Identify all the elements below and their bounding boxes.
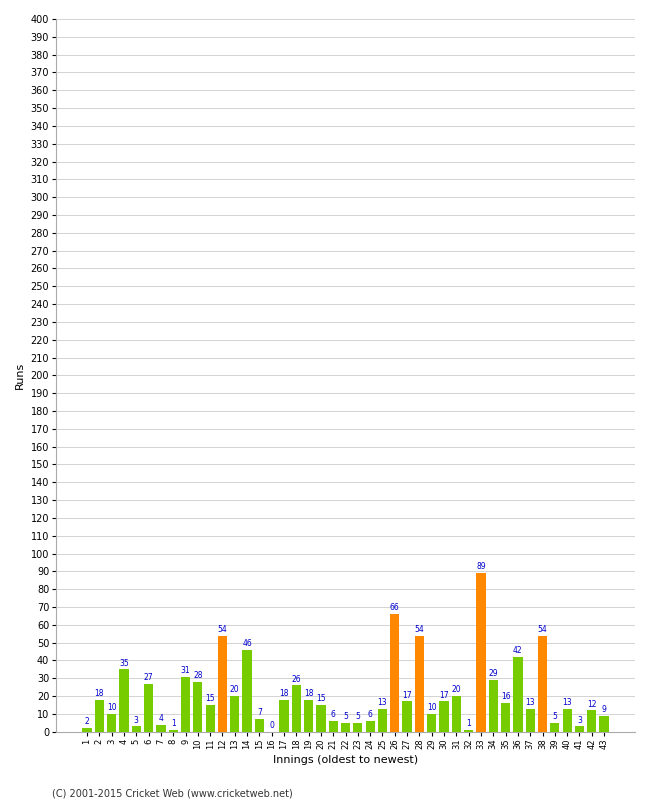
Text: 42: 42: [513, 646, 523, 655]
Bar: [415, 635, 424, 732]
Bar: [107, 714, 116, 732]
Text: 18: 18: [304, 689, 313, 698]
Text: 15: 15: [316, 694, 326, 703]
X-axis label: Innings (oldest to newest): Innings (oldest to newest): [273, 755, 418, 765]
Text: 26: 26: [291, 674, 301, 684]
Text: 18: 18: [280, 689, 289, 698]
Bar: [452, 696, 461, 732]
Text: 4: 4: [159, 714, 163, 723]
Text: 3: 3: [134, 716, 138, 725]
Bar: [476, 573, 486, 732]
Text: 6: 6: [368, 710, 372, 719]
Text: 5: 5: [343, 712, 348, 721]
Text: 17: 17: [439, 690, 449, 700]
Text: 2: 2: [84, 718, 90, 726]
Bar: [365, 721, 375, 732]
Text: 12: 12: [587, 699, 597, 709]
Bar: [575, 726, 584, 732]
Text: 10: 10: [427, 703, 437, 712]
Text: 15: 15: [205, 694, 215, 703]
Text: 35: 35: [119, 658, 129, 668]
Text: 1: 1: [466, 719, 471, 728]
Bar: [599, 716, 608, 732]
Text: 54: 54: [415, 625, 424, 634]
Text: 13: 13: [525, 698, 535, 707]
Text: 16: 16: [500, 693, 510, 702]
Text: 28: 28: [193, 671, 203, 680]
Bar: [181, 677, 190, 732]
Text: 54: 54: [538, 625, 547, 634]
Text: 89: 89: [476, 562, 486, 571]
Bar: [156, 725, 166, 732]
Text: 54: 54: [218, 625, 227, 634]
Text: 17: 17: [402, 690, 412, 700]
Bar: [390, 614, 399, 732]
Text: 3: 3: [577, 716, 582, 725]
Bar: [193, 682, 202, 732]
Bar: [587, 710, 597, 732]
Bar: [341, 723, 350, 732]
Bar: [292, 686, 301, 732]
Bar: [205, 705, 214, 732]
Text: 29: 29: [488, 670, 498, 678]
Bar: [514, 657, 523, 732]
Bar: [427, 714, 436, 732]
Bar: [218, 635, 227, 732]
Bar: [255, 719, 264, 732]
Text: 6: 6: [331, 710, 335, 719]
Text: (C) 2001-2015 Cricket Web (www.cricketweb.net): (C) 2001-2015 Cricket Web (www.cricketwe…: [52, 788, 292, 798]
Bar: [353, 723, 363, 732]
Bar: [120, 670, 129, 732]
Bar: [230, 696, 239, 732]
Bar: [317, 705, 326, 732]
Bar: [144, 684, 153, 732]
Bar: [83, 728, 92, 732]
Bar: [378, 709, 387, 732]
Y-axis label: Runs: Runs: [15, 362, 25, 389]
Bar: [168, 730, 178, 732]
Bar: [132, 726, 141, 732]
Bar: [526, 709, 535, 732]
Bar: [562, 709, 572, 732]
Bar: [538, 635, 547, 732]
Text: 5: 5: [552, 712, 557, 721]
Text: 10: 10: [107, 703, 116, 712]
Text: 1: 1: [171, 719, 176, 728]
Bar: [464, 730, 473, 732]
Text: 27: 27: [144, 673, 153, 682]
Text: 13: 13: [562, 698, 572, 707]
Bar: [304, 700, 313, 732]
Text: 0: 0: [269, 721, 274, 730]
Text: 9: 9: [602, 705, 606, 714]
Bar: [550, 723, 560, 732]
Text: 5: 5: [356, 712, 360, 721]
Text: 31: 31: [181, 666, 190, 674]
Bar: [501, 703, 510, 732]
Text: 46: 46: [242, 639, 252, 648]
Bar: [439, 702, 448, 732]
Bar: [402, 702, 411, 732]
Bar: [242, 650, 252, 732]
Bar: [280, 700, 289, 732]
Bar: [329, 721, 338, 732]
Text: 7: 7: [257, 709, 262, 718]
Text: 20: 20: [452, 686, 461, 694]
Bar: [95, 700, 104, 732]
Text: 13: 13: [378, 698, 387, 707]
Bar: [489, 680, 498, 732]
Text: 18: 18: [95, 689, 104, 698]
Text: 20: 20: [230, 686, 240, 694]
Text: 66: 66: [390, 603, 400, 612]
